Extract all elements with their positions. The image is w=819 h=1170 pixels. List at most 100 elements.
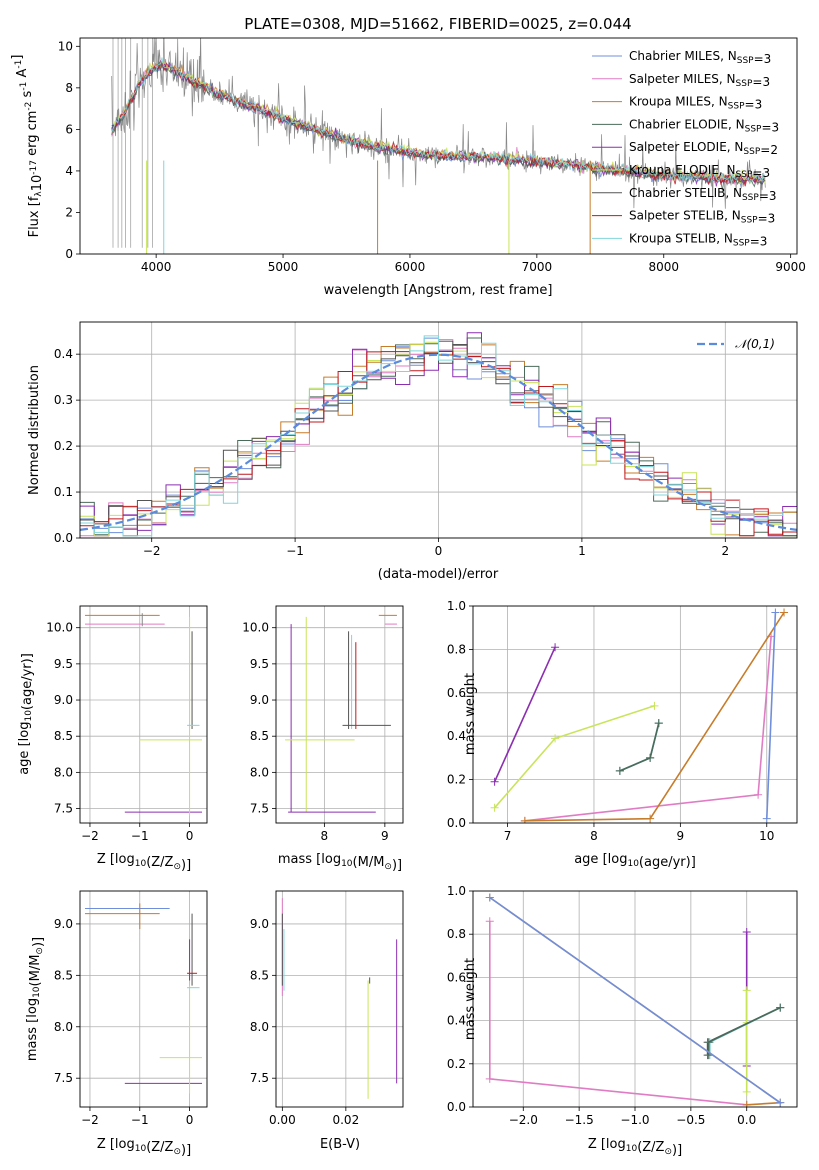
y-axis-label: mass [log10(M/M⊙)] [25,937,46,1061]
x-tick-label: 0.02 [332,1113,359,1127]
x-axis-label: age [log10(age/yr)] [574,852,696,870]
plot-area [80,606,207,823]
axes-frame [275,605,404,824]
y-tick-label: 2 [65,205,73,219]
y-tick-label: 0.2 [54,439,73,453]
label-part: Z [log [97,1137,135,1152]
label-part: ⊙ [173,1147,181,1157]
fit-marker [520,816,529,823]
label-part: )] [31,937,46,947]
label-part: (M/M [353,855,385,870]
fit-line-salpeter-elodie [493,646,556,783]
y-tick-label: 0.0 [447,1100,466,1114]
y-tick-label: 8.5 [54,729,73,743]
fit-line-salpeter-miles [489,921,747,1106]
label-part: =3 [752,75,770,89]
label-part: Chabrier STELIB, N [629,186,742,200]
legend-entry: Chabrier ELODIE, NSSP=3 [629,117,779,134]
legend-entry: Kroupa MILES, NSSP=3 [629,95,762,112]
fit-marker [485,893,494,902]
label-part: Salpeter MILES, N [629,72,736,86]
x-tick-label: −1 [131,1113,149,1127]
label-part: Salpeter STELIB, N [629,209,741,223]
label-part: -1 [19,82,29,91]
y-tick-label: 9.0 [250,917,269,931]
x-tick-label: −2 [81,1113,99,1127]
label-part: =3 [745,98,763,112]
x-tick-label: −2.0 [509,1113,538,1127]
label-part: (Z/Z [146,1140,173,1155]
fit-marker [646,753,655,762]
x-tick-label: 6000 [395,260,426,274]
fit-marker [742,986,751,995]
x-tick-label: 9 [381,829,389,843]
label-part: (age/yr)] [639,855,696,870]
x-axis-label: E(B-V) [320,1137,360,1152]
legend-entry: Salpeter STELIB, NSSP=3 [629,209,775,226]
x-tick-label: 9000 [775,260,806,274]
y-tick-label: 8.0 [54,1020,73,1034]
legend-entry: Salpeter MILES, NSSP=3 [629,72,770,89]
label-part: ⊙ [664,1147,672,1157]
label-part: -2 [24,102,34,111]
axes-frame [472,605,798,824]
label-part: Z [log [588,1137,626,1152]
label-part: Flux [f [27,196,42,237]
label-part: SSP [743,147,760,157]
x-axis-label: Z [log10(Z/Z⊙)] [97,852,191,873]
fit-marker [646,814,655,823]
y-tick-label: 6 [65,122,73,136]
fit-marker [742,1087,751,1096]
x-tick-label: −2 [81,829,99,843]
fit-line-salpeter-miles [524,636,772,822]
legend-entry: Chabrier MILES, NSSP=3 [629,49,771,66]
axes-frame [275,890,404,1108]
label-part: (Z/Z [637,1140,664,1155]
y-tick-label: 8.5 [250,729,269,743]
x-tick-label: −1 [131,829,149,843]
legend-entry: Kroupa ELODIE, NSSP=3 [629,163,770,180]
label-part: 10 [135,1144,147,1154]
label-part: =3 [754,52,772,66]
x-axis-label: Z [log10(Z/Z⊙)] [97,1137,191,1158]
label-part: =3 [758,212,776,226]
fit-line-chabrier-miles [766,612,777,819]
label-part: SSP [733,238,750,248]
label-part: ⊙ [173,862,181,872]
y-tick-label: 0.4 [447,1014,466,1028]
x-tick-label: 0 [435,544,443,558]
y-tick-label: 10 [58,39,73,53]
fit-line-chabrier-stelib [706,1006,781,1056]
histogram-kroupa-stelib [80,335,797,537]
fit-marker [485,917,494,926]
axes-frame [79,37,798,255]
label-part: ⊙ [35,947,45,955]
z-mass-panel: −2 −1 07.58.08.59.0Z [log10(Z/Z⊙)]mass [lo… [25,890,208,1158]
y-tick-label: 0.8 [447,642,466,656]
figure-title: PLATE=0308, MJD=51662, FIBERID=0025, z=0… [244,15,631,33]
label-part: 10 [32,986,42,998]
y-tick-label: 8.5 [54,968,73,982]
y-tick-label: 8 [65,81,73,95]
axes-frame [79,605,208,824]
fit-line-kroupa-elodie [493,705,655,809]
y-axis-label: mass weight [463,673,478,755]
label-part: Salpeter ELODIE, N [629,140,743,154]
fit-line-kroupa-stelib [709,1006,781,1056]
label-part: age [log [574,852,627,867]
y-tick-label: 0.2 [447,773,466,787]
x-tick-label: −1.5 [565,1113,594,1127]
label-part: =3 [752,166,770,180]
x-tick-label: 8 [590,829,598,843]
normal-curve [80,353,797,531]
label-part: 10 [626,1144,638,1154]
label-part: (age/yr)] [20,653,35,710]
y-tick-label: 0.4 [447,729,466,743]
label-part: )] [672,1143,682,1158]
y-tick-label: 0.6 [447,686,466,700]
label-part: )] [181,858,191,873]
label-part: =3 [759,189,777,203]
label-part: mass [log [25,998,40,1061]
x-tick-label: 10 [759,829,774,843]
